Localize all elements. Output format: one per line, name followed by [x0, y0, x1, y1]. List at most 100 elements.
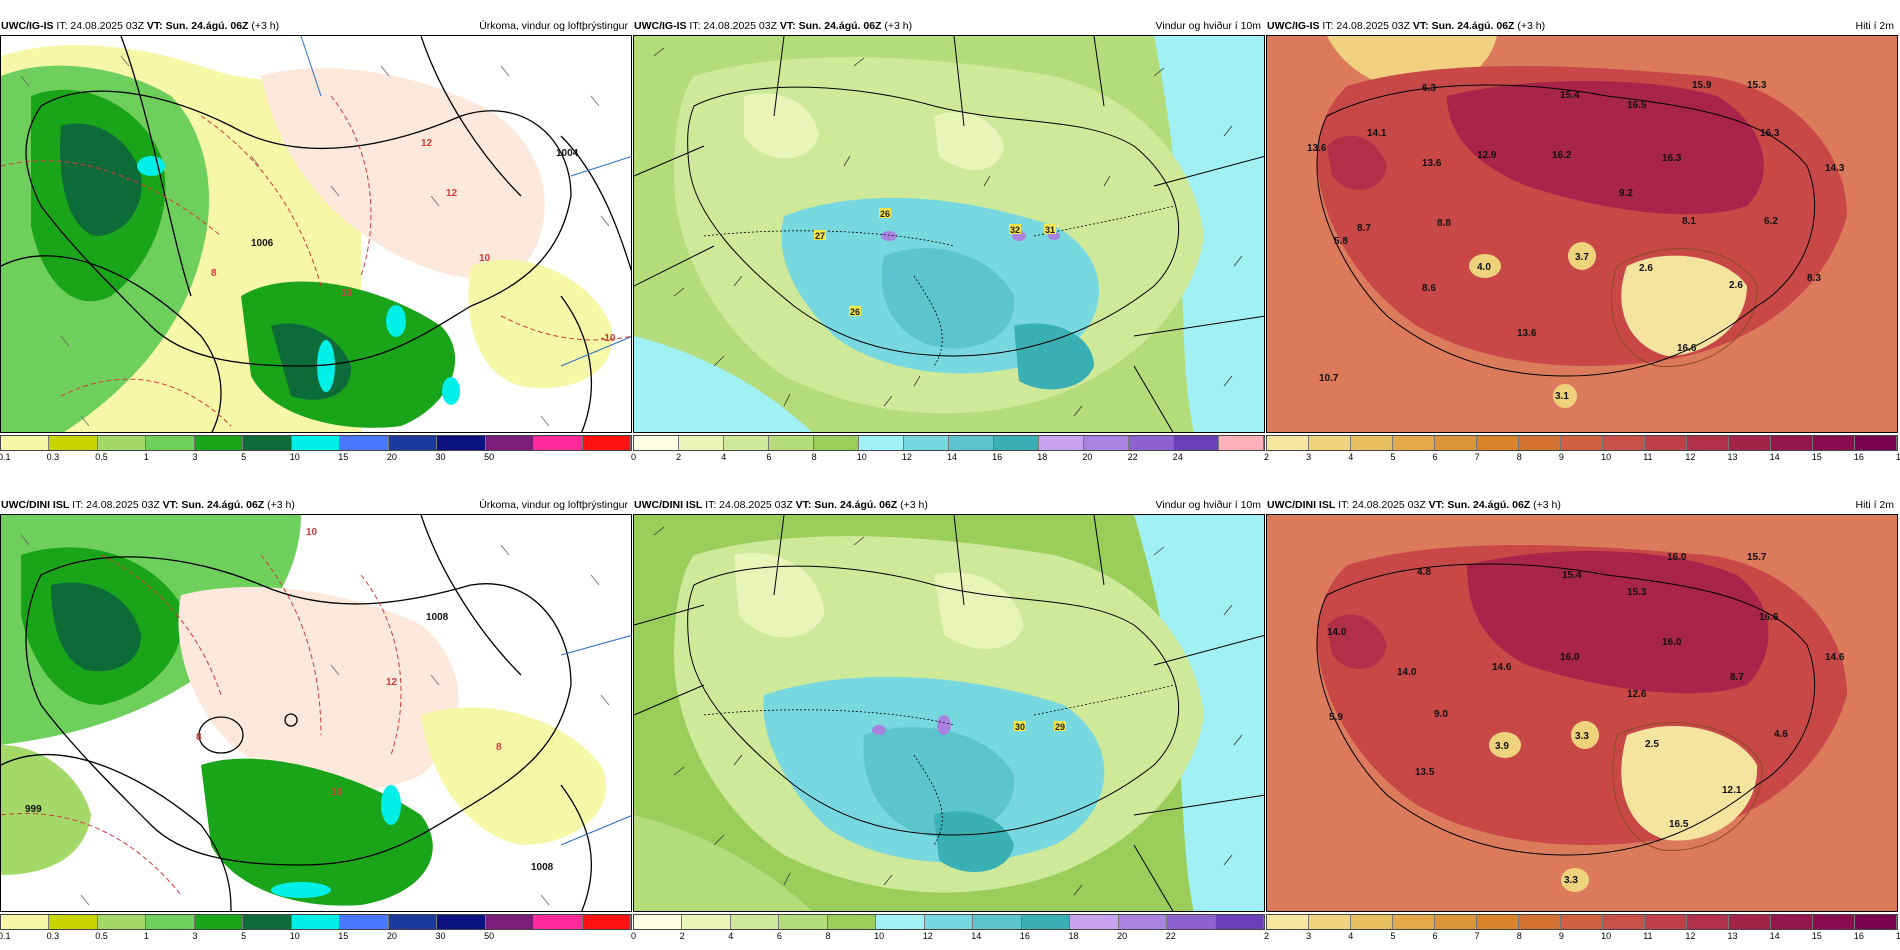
temp-label: 16.0: [1560, 652, 1580, 663]
colorbar-swatch: [994, 436, 1039, 450]
colorbar-tick-label: 3: [192, 931, 198, 941]
temp-label: 15.7: [1747, 552, 1767, 563]
temp-label: 13.6: [1307, 143, 1327, 154]
colorbar-swatch: [97, 915, 147, 929]
temp-label: 14.3: [1825, 163, 1845, 174]
colorbar-swatch: [485, 436, 535, 450]
colorbar-swatch: [291, 436, 341, 450]
temp-label: 3.1: [1555, 391, 1569, 402]
colorbar-tick-label: 2: [1264, 452, 1270, 462]
colorbar-swatch: [1855, 915, 1897, 929]
lead-time: (+3 h): [1517, 20, 1546, 32]
temp-label: 12.6: [1627, 689, 1647, 700]
valid-time: VT: Sun. 24.ágú. 06Z: [1412, 20, 1515, 32]
temp-label: 10.7: [1319, 373, 1339, 384]
temp-label: 15.3: [1747, 80, 1767, 91]
map-label: 8: [496, 742, 502, 753]
colorbar-swatch: [1435, 915, 1477, 929]
colorbar-swatch: [1435, 436, 1477, 450]
colorbar: [0, 435, 632, 451]
colorbar-swatch: [437, 915, 486, 929]
colorbar-tick-label: 14: [1769, 931, 1780, 941]
colorbar-swatch: [859, 436, 904, 450]
colorbar-tick-label: 14: [1769, 452, 1780, 462]
colorbar-swatch: [679, 436, 724, 450]
map-label: 8: [211, 268, 217, 279]
colorbar-swatch: [682, 915, 731, 929]
colorbar-ticks: 0.1 0.3 0.5 1 3 5 10 15 20 30 50: [0, 452, 632, 464]
temp-label: 16.0: [1667, 552, 1687, 563]
temp-label: 9.0: [1434, 709, 1448, 720]
temp-label: 15.3: [1627, 587, 1647, 598]
colorbar-swatch: [1561, 436, 1603, 450]
colorbar-swatch: [924, 915, 974, 929]
map-label: 10: [341, 288, 353, 299]
colorbar-tick-label: 8: [1516, 931, 1522, 941]
colorbar-swatch: [146, 436, 195, 450]
colorbar-swatch: [724, 436, 769, 450]
map-label: 10: [306, 527, 318, 538]
colorbar-swatch: [634, 436, 679, 450]
colorbar-tick-label: 0.5: [95, 931, 108, 941]
temp-label: 8.7: [1357, 223, 1371, 234]
colorbar-tick-label: 6: [766, 452, 772, 462]
colorbar-tick-label: 17: [1896, 931, 1900, 941]
temp-label: 14.0: [1397, 667, 1417, 678]
colorbar-swatch: [1477, 436, 1519, 450]
colorbar-swatch: [194, 436, 244, 450]
colorbar-tick-label: 12: [901, 452, 912, 462]
colorbar-tick-label: 14: [971, 931, 982, 941]
temp-label: 3.3: [1564, 875, 1578, 886]
colorbar-tick-label: 3: [1306, 931, 1312, 941]
temp-label: 15.9: [1692, 80, 1712, 91]
colorbar-swatch: [437, 436, 486, 450]
colorbar-tick-label: 15: [1811, 931, 1822, 941]
colorbar-swatch: [1729, 915, 1771, 929]
colorbar-tick-label: 0: [631, 452, 637, 462]
map-label: 1004: [556, 148, 579, 159]
colorbar-swatch: [49, 915, 98, 929]
colorbar-swatch: [1687, 915, 1729, 929]
colorbar-swatch: [49, 436, 98, 450]
colorbar-tick-label: 0.1: [0, 931, 11, 941]
colorbar-swatch: [194, 915, 244, 929]
panel-header: UWC/DINI ISL IT: 24.08.2025 03Z VT: Sun.…: [633, 497, 1265, 513]
temperature-map: 6.3 15.4 16.5 15.9 15.3 14.1 13.6 13.6 1…: [1266, 35, 1898, 433]
colorbar-swatch: [730, 915, 780, 929]
panel-dini-wind: UWC/DINI ISL IT: 24.08.2025 03Z VT: Sun.…: [631, 497, 1265, 950]
colorbar-tick-label: 1: [143, 931, 149, 941]
colorbar-tick-label: 10: [289, 452, 300, 462]
wind-map: 30 29: [633, 514, 1265, 912]
colorbar-swatch: [388, 436, 438, 450]
colorbar-tick-label: 18: [1037, 452, 1048, 462]
colorbar-tick-label: 30: [435, 931, 446, 941]
temp-label: 16.6: [1677, 343, 1697, 354]
map-label: 1006: [251, 238, 274, 249]
temp-label: 3.9: [1495, 741, 1509, 752]
temp-label: 16.5: [1669, 819, 1689, 830]
colorbar-tick-label: 1: [143, 452, 149, 462]
precip-map: 10 12 10 8 8 999 1008 1008: [0, 514, 632, 912]
colorbar-swatch: [291, 915, 341, 929]
map-label: 999: [25, 804, 42, 815]
temp-label: 14.0: [1327, 627, 1347, 638]
temp-label: 14.1: [1367, 128, 1387, 139]
colorbar-tick-label: 10: [874, 931, 885, 941]
colorbar-swatch: [243, 436, 292, 450]
map-label: 10: [479, 253, 491, 264]
colorbar-swatch: [1687, 436, 1729, 450]
temp-label: 14.6: [1492, 662, 1512, 673]
colorbar-swatch: [1267, 915, 1309, 929]
temp-label: 15.4: [1562, 570, 1582, 581]
map-label: 8: [196, 732, 202, 743]
colorbar-tick-label: 6: [776, 931, 782, 941]
colorbar-tick-label: 22: [1127, 452, 1138, 462]
map-label: 10: [331, 787, 343, 798]
temp-label: 8.6: [1422, 283, 1436, 294]
colorbar-tick-label: 0.3: [46, 931, 60, 941]
colorbar-swatch: [1561, 915, 1603, 929]
colorbar-swatch: [485, 915, 535, 929]
temp-label: 2.6: [1729, 280, 1743, 291]
colorbar-swatch: [1039, 436, 1084, 450]
colorbar-swatch: [1771, 436, 1813, 450]
